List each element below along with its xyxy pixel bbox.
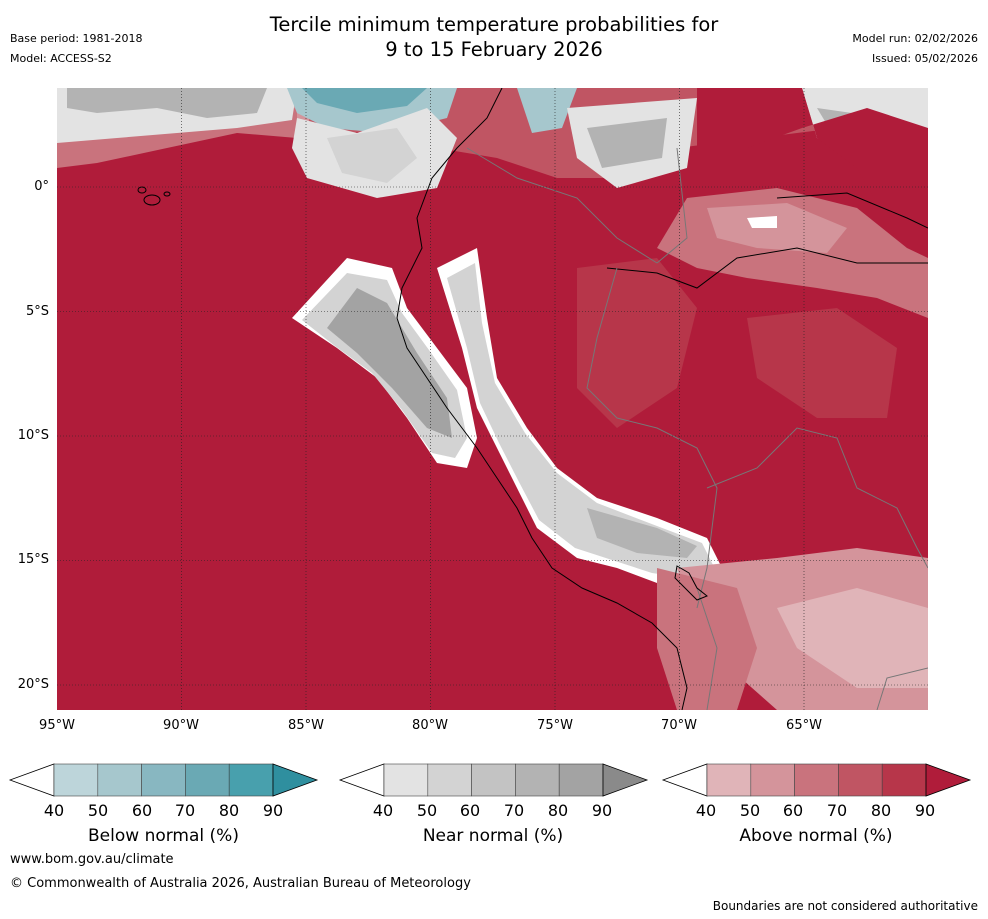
river-north: [776, 192, 929, 229]
below-tick-90: 90: [262, 801, 284, 820]
near-swatch-4: [515, 763, 560, 797]
below-extend-high: [272, 763, 319, 797]
near-label: Near normal (%): [422, 826, 564, 846]
above-tick-40: 40: [695, 801, 717, 820]
near-extend-high: [602, 763, 649, 797]
below-extend-low: [8, 763, 55, 797]
border-2: [586, 267, 718, 609]
base-period: Base period: 1981-2018: [10, 32, 143, 45]
lon-tick-85w: 85°W: [288, 718, 324, 733]
above-tick-60: 60: [782, 801, 804, 820]
lat-tick-15s: 15°S: [17, 552, 49, 567]
coastline: [396, 87, 688, 711]
disclaimer: Boundaries are not considered authoritat…: [712, 899, 978, 913]
above-swatch-3: [794, 763, 839, 797]
title-line-1: Tercile minimum temperature probabilitie…: [269, 13, 719, 36]
below-tick-60: 60: [131, 801, 153, 820]
colorbar-below: [8, 763, 319, 797]
near-tick-70: 70: [503, 801, 525, 820]
near-tick-60: 60: [459, 801, 481, 820]
model-run: Model run: 02/02/2026: [852, 32, 978, 45]
border-4: [656, 147, 688, 264]
lon-tick-95w: 95°W: [39, 718, 75, 733]
above-amazon-white: [747, 216, 777, 228]
near-extend-low: [338, 763, 385, 797]
near-swatch-5: [558, 763, 604, 797]
map-title: Tercile minimum temperature probabilitie…: [0, 12, 988, 62]
above-label: Above normal (%): [739, 826, 893, 846]
lon-tick-65w: 65°W: [786, 718, 822, 733]
lat-tick-10s: 10°S: [17, 428, 49, 443]
above-central-80: [577, 258, 697, 428]
colorbar-above: [661, 763, 972, 797]
meta-left: Base period: 1981-2018 Model: ACCESS-S2: [10, 32, 142, 72]
below-swatch-3: [141, 763, 186, 797]
above-swatch-1: [706, 763, 752, 797]
below-tick-70: 70: [174, 801, 196, 820]
model-name: Model: ACCESS-S2: [10, 52, 112, 65]
colorbar-strip: [8, 763, 972, 797]
lon-tick-80w: 80°W: [412, 718, 448, 733]
near-swatch-3: [471, 763, 516, 797]
near-swatch-1: [383, 763, 429, 797]
graticule: [57, 88, 928, 710]
border-6: [876, 667, 929, 711]
lat-tick-0: 0°: [34, 179, 49, 194]
river-amazon: [606, 247, 928, 289]
below-tick-80: 80: [218, 801, 240, 820]
above-tick-80: 80: [870, 801, 892, 820]
lon-tick-90w: 90°W: [163, 718, 199, 733]
website-link[interactable]: www.bom.gov.au/climate: [10, 852, 174, 867]
border-1: [466, 147, 658, 264]
galapagos-3: [163, 191, 171, 197]
above-swatch-4: [838, 763, 883, 797]
colorbar-near: [338, 763, 649, 797]
issued-date: Issued: 05/02/2026: [871, 52, 978, 65]
below-swatch-2: [97, 763, 142, 797]
near-nw-core: [67, 88, 267, 118]
copyright: © Commonwealth of Australia 2026, Austra…: [10, 876, 471, 891]
below-swatch-1: [53, 763, 99, 797]
near-tick-90: 90: [591, 801, 613, 820]
border-3: [706, 427, 929, 569]
below-label: Below normal (%): [88, 826, 239, 846]
lake-titicaca: [674, 565, 708, 601]
near-tick-50: 50: [416, 801, 438, 820]
near-tick-80: 80: [547, 801, 569, 820]
near-swatch-2: [427, 763, 472, 797]
above-extend-low: [661, 763, 708, 797]
border-5: [696, 587, 718, 711]
probability-map: [57, 87, 929, 711]
below-pocket-core: [302, 88, 427, 113]
near-tick-40: 40: [372, 801, 394, 820]
below-tick-40: 40: [43, 801, 65, 820]
near-colombia-core: [587, 118, 667, 168]
below-tick-50: 50: [87, 801, 109, 820]
above-swatch-5: [881, 763, 927, 797]
title-line-2: 9 to 15 February 2026: [385, 38, 603, 61]
below-swatch-4: [185, 763, 230, 797]
lon-tick-70w: 70°W: [661, 718, 697, 733]
galapagos-1: [143, 194, 161, 206]
above-tick-90: 90: [914, 801, 936, 820]
above-south-60: [657, 568, 757, 710]
below-pocket-2: [517, 88, 577, 133]
lat-tick-5s: 5°S: [25, 304, 49, 319]
above-tick-50: 50: [739, 801, 761, 820]
near-andes-core: [587, 508, 697, 558]
above-swatch-2: [750, 763, 795, 797]
below-swatch-5: [228, 763, 274, 797]
near-ecuador-core: [327, 128, 417, 183]
above-south-40: [777, 588, 928, 688]
above-amazon-north: [697, 88, 928, 248]
above-east-80: [747, 308, 897, 418]
meta-right: Model run: 02/02/2026 Issued: 05/02/2026: [852, 32, 978, 72]
lon-tick-75w: 75°W: [537, 718, 573, 733]
lat-tick-20s: 20°S: [17, 677, 49, 692]
map-canvas: [57, 87, 929, 711]
near-peru-core: [327, 288, 452, 438]
above-tick-70: 70: [826, 801, 848, 820]
above-extend-high: [925, 763, 972, 797]
